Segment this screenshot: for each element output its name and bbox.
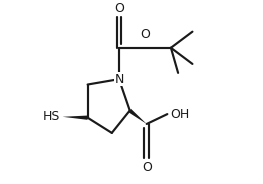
Text: OH: OH [170,108,189,121]
Text: O: O [140,28,150,41]
Polygon shape [63,116,88,120]
Text: N: N [114,73,124,86]
Text: O: O [142,161,152,174]
Text: HS: HS [42,110,60,123]
Polygon shape [128,109,147,124]
Text: O: O [114,2,124,15]
